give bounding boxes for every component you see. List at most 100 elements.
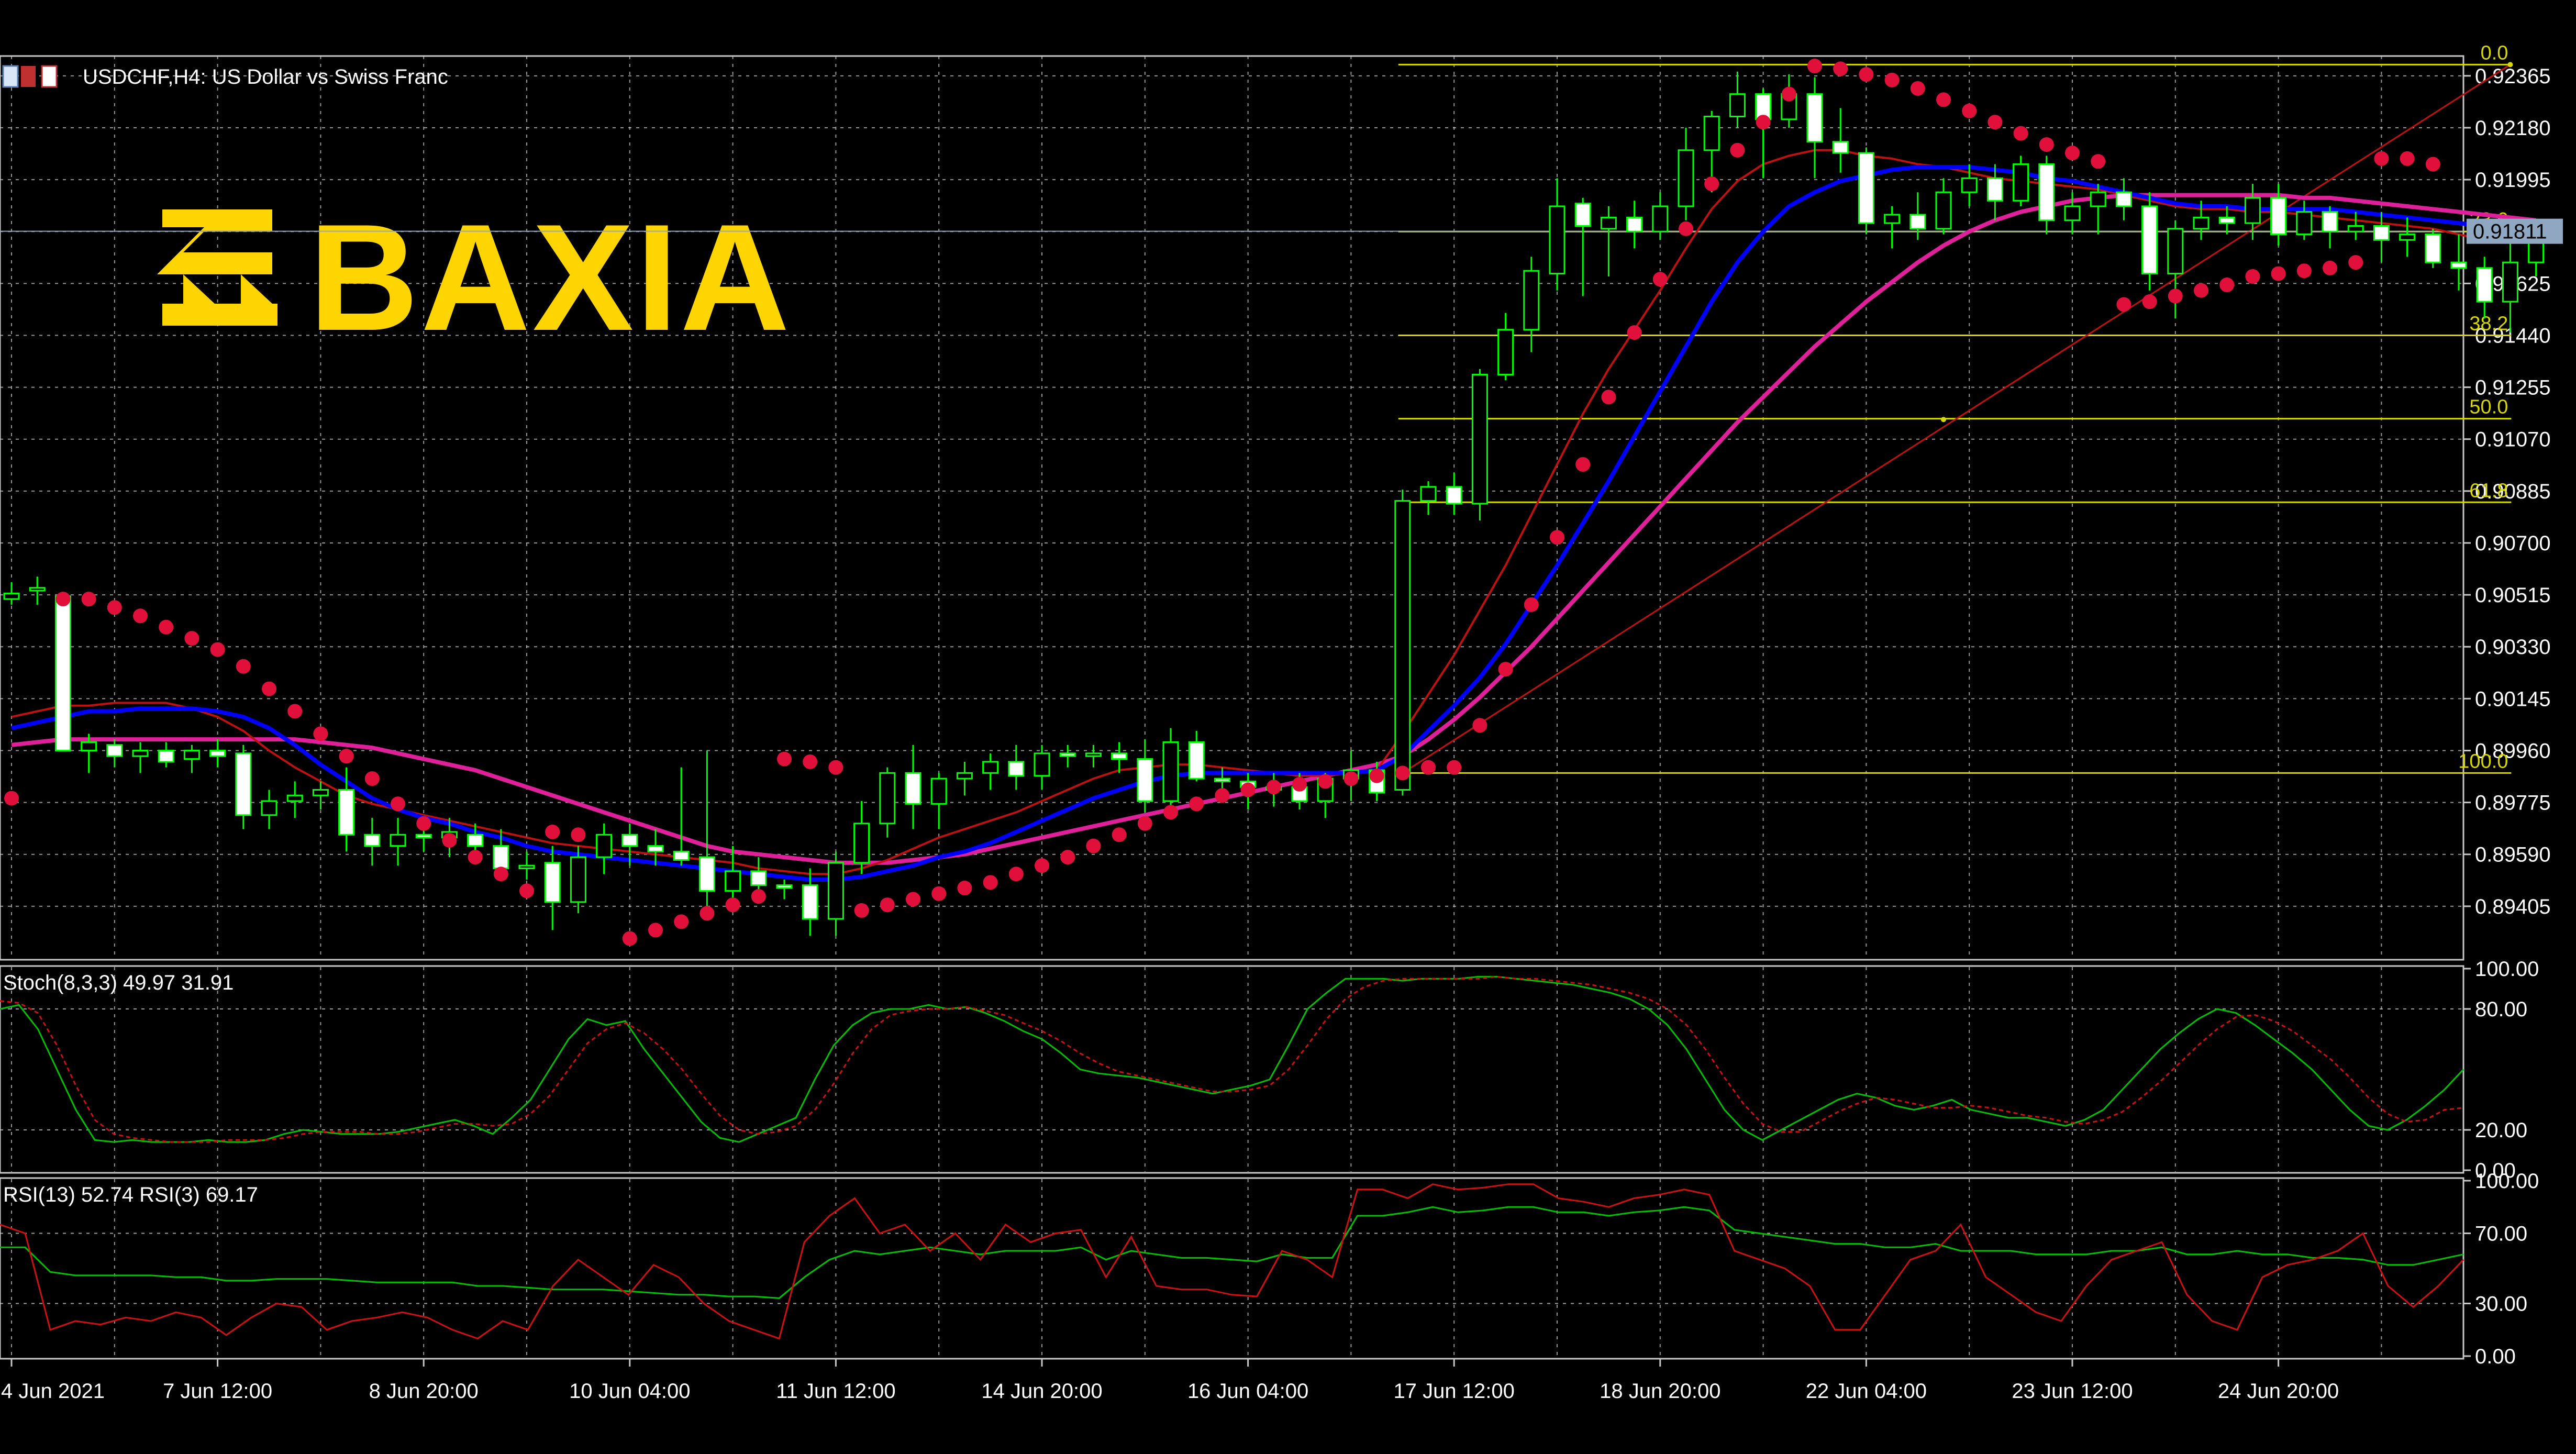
bull-candle-body <box>2347 225 2364 232</box>
bull-candle-body <box>2296 211 2313 236</box>
candle <box>261 790 277 829</box>
sar-dot <box>2296 263 2312 279</box>
sar-dot <box>1962 103 1977 118</box>
sar-dot <box>1369 768 1384 783</box>
bull-candle-body <box>827 862 844 920</box>
candle <box>2373 212 2390 263</box>
bear-candle-body <box>1626 216 1643 232</box>
sar-dot <box>1447 760 1462 775</box>
candle <box>54 593 71 751</box>
candle <box>2167 220 2184 319</box>
sar-dot <box>571 827 586 842</box>
candle <box>1729 71 1746 128</box>
watermark-text: BAXIA <box>309 193 792 362</box>
bull-candle-body <box>1961 177 1978 193</box>
price-axis-label: 0.90145 <box>2475 687 2551 711</box>
candle <box>621 823 638 866</box>
bear-candle-body <box>647 845 664 852</box>
price-axis-label: 0.92365 <box>2475 65 2551 88</box>
bull-candle-body <box>1162 741 1179 802</box>
candle <box>286 781 303 818</box>
bear-candle-body <box>54 595 71 751</box>
sar-dot <box>2091 154 2106 169</box>
bull-candle-body <box>2244 197 2261 224</box>
current-price-label: 0.91811 <box>2473 220 2547 243</box>
bear-candle-body <box>364 834 381 847</box>
bear-candle-body <box>802 884 818 920</box>
candle <box>1394 490 1411 796</box>
rsi-line-rsi-13- <box>0 1206 2464 1299</box>
sar-dot <box>159 619 174 635</box>
logo-mark-top <box>157 209 272 274</box>
candle <box>1471 369 1488 521</box>
bull-candle-body <box>1523 270 1540 331</box>
candle <box>2322 206 2338 249</box>
sar-dot <box>519 883 534 898</box>
candle <box>1111 742 1128 773</box>
bear-candle-body <box>2425 234 2441 263</box>
price-axis-label: 0.90330 <box>2475 636 2551 659</box>
candle <box>1909 192 1926 240</box>
sar-dot <box>1472 718 1487 733</box>
bear-candle-body <box>2115 191 2132 207</box>
candlesticks <box>3 71 2545 936</box>
candle <box>2425 228 2441 268</box>
candle <box>2502 234 2518 333</box>
sar-dot <box>1421 760 1436 775</box>
price-axis-label: 0.91995 <box>2475 169 2551 192</box>
bear-candle-body <box>2373 225 2390 241</box>
sar-dot <box>983 875 998 890</box>
candle <box>544 846 561 930</box>
parabolic-sar <box>4 59 2440 946</box>
bear-candle-body <box>2218 216 2235 224</box>
bear-candle-body <box>750 870 767 886</box>
bull-candle-body <box>132 749 149 757</box>
trendline <box>1402 64 2511 774</box>
time-axis-label: 16 Jun 04:00 <box>1187 1380 1308 1403</box>
current-price-tag <box>2467 218 2563 244</box>
current-price-tag-box <box>2467 218 2563 244</box>
candle <box>81 734 97 773</box>
sar-dot <box>2116 297 2131 312</box>
sar-dot <box>1163 805 1178 820</box>
sar-dot <box>674 914 689 929</box>
sar-dot <box>236 659 251 674</box>
stoch-axis-label: 100.00 <box>2475 958 2539 981</box>
candle <box>776 879 793 900</box>
sar-dot <box>468 850 483 865</box>
bull-candle-body <box>1729 93 1746 118</box>
price-axis-label: 0.90515 <box>2475 584 2551 607</box>
bull-candle-body <box>286 794 303 802</box>
candle <box>2090 184 2106 235</box>
bull-candle-body <box>518 864 535 870</box>
time-axis-label: 22 Jun 04:00 <box>1806 1380 1927 1403</box>
sar-dot <box>1756 115 1771 130</box>
baxia-logo <box>157 209 277 326</box>
sar-dot <box>1627 325 1642 340</box>
bull-candle-body <box>312 789 329 796</box>
bear-candle-body <box>1909 214 1926 230</box>
sar-dot <box>1008 867 1024 882</box>
bull-candle-body <box>982 761 999 774</box>
sar-dot <box>1060 850 1075 865</box>
bear-candle-body <box>2322 211 2338 232</box>
bull-candle-body <box>1034 752 1050 777</box>
sar-dot <box>1240 782 1256 797</box>
sar-dot <box>906 892 920 907</box>
candle <box>930 773 947 829</box>
rsi-panel-frame <box>0 1177 2464 1360</box>
candle <box>1085 745 1102 768</box>
candle <box>853 801 870 874</box>
candle <box>364 818 381 866</box>
time-axis-label: 10 Jun 04:00 <box>569 1380 690 1403</box>
bear-candle-body <box>1188 741 1205 780</box>
sar-dot <box>313 726 328 741</box>
sar-dot <box>184 631 199 646</box>
candle <box>1523 257 1540 352</box>
bear-candle-body <box>905 772 921 805</box>
price-axis-label: 0.89775 <box>2475 792 2551 815</box>
time-axis-label: 18 Jun 20:00 <box>1600 1380 1720 1403</box>
bull-candle-body <box>930 778 947 805</box>
price-axis <box>2463 75 2471 907</box>
